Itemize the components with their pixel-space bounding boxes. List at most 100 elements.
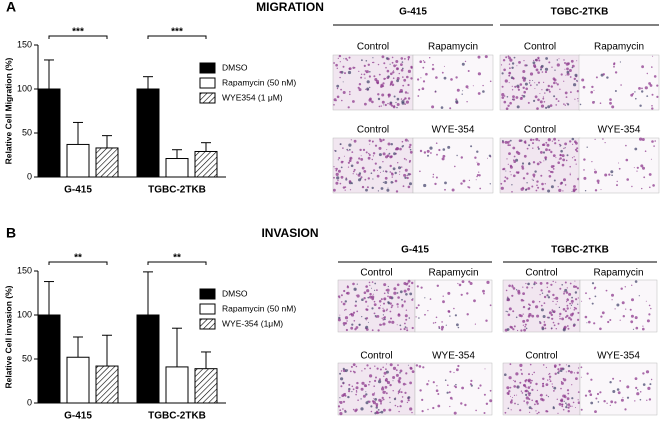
cell-dot [403,157,406,160]
cell-dot [575,407,576,408]
cell-dot [591,161,593,163]
cell-dot [556,398,558,400]
cell-dot [529,363,532,366]
cell-dot [362,148,366,151]
cell-dot [613,62,616,65]
cell-dot [555,281,557,283]
cell-dot [382,138,385,141]
cell-dot [378,306,381,310]
cell-dot [537,411,540,414]
cell-dot [350,139,352,141]
cell-dot [399,290,403,294]
condition-label: Control [357,42,389,53]
cell-dot [513,155,516,158]
cell-dot [646,95,649,97]
cell-dot [548,89,551,91]
cell-dot [359,148,362,152]
cell-dot [555,296,559,300]
cell-dot [379,368,382,371]
cell-dot [396,77,400,80]
cell-dot [569,307,571,309]
condition-label: Control [360,268,392,279]
cell-dot [401,67,404,70]
cell-dot [423,151,427,154]
cell-dot [462,179,466,183]
cell-dot [451,188,455,192]
cell-dot [426,149,430,153]
cell-dot [620,398,624,402]
cell-dot [521,373,523,376]
cell-dot [340,166,343,169]
cell-dot [515,96,519,99]
cell-dot [594,168,596,170]
cell-dot [392,167,396,171]
cell-dot [434,321,437,324]
cell-dot [565,406,568,409]
cell-dot [507,313,511,317]
cell-dot [449,396,453,400]
cell-dot [349,370,352,373]
cell-dot [444,188,446,191]
cell-dot [612,377,615,380]
cell-dot [584,315,588,319]
cell-dot [552,300,554,303]
cell-dot [508,376,512,380]
cell-dot [470,384,473,387]
cell-dot [607,320,610,324]
cell-dot [432,173,435,176]
cell-dot [639,398,642,401]
micrograph [578,137,660,194]
cell-dot [512,98,516,101]
cell-dot [635,326,639,330]
cell-dot [573,285,576,288]
cell-dot [395,373,399,377]
y-tick-label: 0 [27,171,32,181]
cell-dot [564,91,568,95]
cell-dot [339,182,342,185]
cell-dot [516,65,518,67]
cell-dot [543,101,546,103]
cell-dot [339,71,342,74]
cell-dot [610,170,614,174]
cell-dot [559,153,562,157]
cell-dot [586,322,588,324]
cell-dot [352,408,355,411]
cell-dot [393,95,396,98]
cell-dot [574,73,578,77]
cell-dot [541,327,545,331]
cell-dot [583,176,587,180]
cell-dot [403,98,405,101]
cell-dot [577,303,579,305]
cell-dot [352,363,356,366]
cell-dot [404,391,407,394]
cell-dot [508,152,511,156]
cell-dot [563,80,565,82]
legend-swatch [199,62,216,74]
cell-dot [565,159,568,162]
cell-dot [419,60,423,63]
cell-dot [387,93,390,97]
cell-dot [563,59,565,61]
cell-dot [609,98,612,101]
cell-dot [599,391,602,394]
cell-dot [407,59,410,61]
cell-dot [536,314,540,318]
cell-dot [635,386,638,389]
cell-dot [360,407,364,411]
cell-dot [517,86,520,89]
cell-dot [552,386,554,388]
cell-dot [428,380,430,382]
cell-dot [346,320,348,322]
cell-dot [349,91,351,93]
condition-label: WYE-354 [597,351,640,362]
cell-dot [568,69,572,72]
legend-label: Rapamycin (50 nM) [222,303,296,313]
cell-dot [534,95,538,99]
cell-dot [529,411,531,413]
cell-dot [457,326,460,329]
cell-dot [625,158,629,162]
cell-dot [544,157,547,159]
cell-dot [365,188,368,192]
cell-dot [513,385,516,388]
cell-dot [374,282,377,285]
